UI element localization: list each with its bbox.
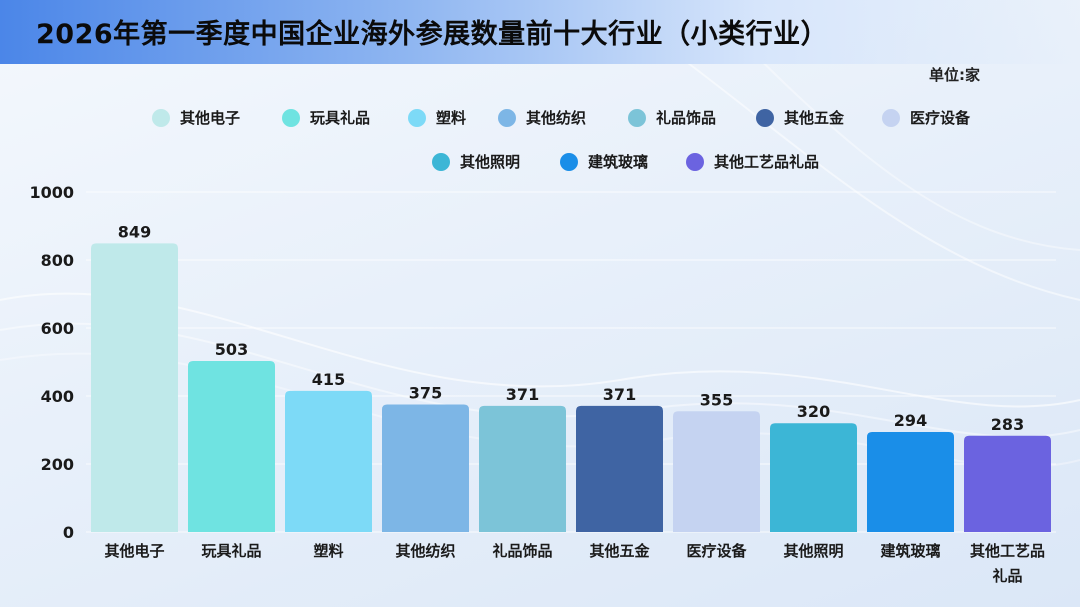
bar-value-label: 375 <box>409 384 442 403</box>
x-tick-label: 医疗设备 <box>686 542 747 560</box>
y-tick-label: 800 <box>41 251 74 270</box>
legend-item[interactable]: 塑料 <box>408 107 466 128</box>
bar-6 <box>673 411 760 532</box>
legend-label: 其他五金 <box>784 109 845 127</box>
bar-4 <box>479 405 566 532</box>
legend-label: 建筑玻璃 <box>588 153 649 171</box>
bar-value-label: 415 <box>312 370 345 389</box>
bar-8 <box>867 432 954 532</box>
legend-label: 其他电子 <box>180 109 241 127</box>
bar-value-label: 849 <box>118 222 151 241</box>
bar-value-label: 283 <box>991 415 1024 434</box>
legend-swatch <box>560 152 578 171</box>
y-tick-label: 200 <box>41 455 74 474</box>
y-tick-label: 0 <box>63 523 74 542</box>
legend-item[interactable]: 建筑玻璃 <box>560 151 648 172</box>
x-tick-label: 其他工艺品 <box>970 542 1045 560</box>
bar-9 <box>964 435 1051 532</box>
y-tick-label: 600 <box>41 319 74 338</box>
legend-swatch <box>408 108 426 127</box>
legend-item[interactable]: 其他工艺品礼品 <box>686 151 819 172</box>
title-band <box>0 0 1080 64</box>
bar-3 <box>382 404 469 532</box>
y-tick-label: 1000 <box>29 183 74 202</box>
bar-value-label: 294 <box>894 411 927 430</box>
bar-value-label: 371 <box>506 385 539 404</box>
legend-item[interactable]: 其他五金 <box>756 107 844 128</box>
x-tick-label: 玩具礼品 <box>201 542 261 560</box>
legend-item[interactable]: 其他纺织 <box>498 107 586 128</box>
x-tick-label: 其他五金 <box>589 542 650 560</box>
legend-swatch <box>498 108 516 127</box>
legend-label: 礼品饰品 <box>656 109 717 127</box>
legend-item[interactable]: 其他照明 <box>432 151 520 172</box>
legend-label: 玩具礼品 <box>310 109 371 127</box>
legend-swatch <box>628 108 646 127</box>
bar-2 <box>285 390 372 532</box>
legend-label: 塑料 <box>436 109 467 127</box>
x-tick-label: 其他电子 <box>104 542 164 560</box>
legend-item[interactable]: 其他电子 <box>152 107 240 128</box>
bar-1 <box>188 360 275 532</box>
bar-5 <box>576 405 663 532</box>
bar-value-label: 371 <box>603 385 636 404</box>
bar-0 <box>91 243 178 532</box>
chart-title: 2026年第一季度中国企业海外参展数量前十大行业（小类行业） <box>36 19 829 50</box>
x-tick-label: 其他纺织 <box>395 542 455 560</box>
legend-item[interactable]: 玩具礼品 <box>282 107 370 128</box>
legend-label: 其他照明 <box>460 153 521 171</box>
legend-swatch <box>152 108 170 127</box>
x-tick-label: 建筑玻璃 <box>880 542 940 560</box>
legend-label: 医疗设备 <box>910 109 971 127</box>
x-tick-label: 其他照明 <box>783 542 843 560</box>
legend-item[interactable]: 医疗设备 <box>882 107 970 128</box>
x-tick-label: 礼品 <box>992 567 1022 585</box>
legend-label: 其他纺织 <box>526 109 587 127</box>
legend-swatch <box>282 108 300 127</box>
bar-value-label: 503 <box>215 340 248 359</box>
legend-swatch <box>432 152 450 171</box>
legend-item[interactable]: 礼品饰品 <box>628 107 716 128</box>
bar-7 <box>770 423 857 532</box>
legend-swatch <box>686 152 704 171</box>
y-tick-label: 400 <box>41 387 74 406</box>
x-tick-label: 塑料 <box>313 542 343 560</box>
bar-value-label: 355 <box>700 390 733 409</box>
legend-swatch <box>756 108 774 127</box>
bar-value-label: 320 <box>797 402 830 421</box>
unit-label: 单位:家 <box>929 66 980 84</box>
legend-label: 其他工艺品礼品 <box>714 153 820 171</box>
legend-swatch <box>882 108 900 127</box>
x-tick-label: 礼品饰品 <box>492 542 552 560</box>
